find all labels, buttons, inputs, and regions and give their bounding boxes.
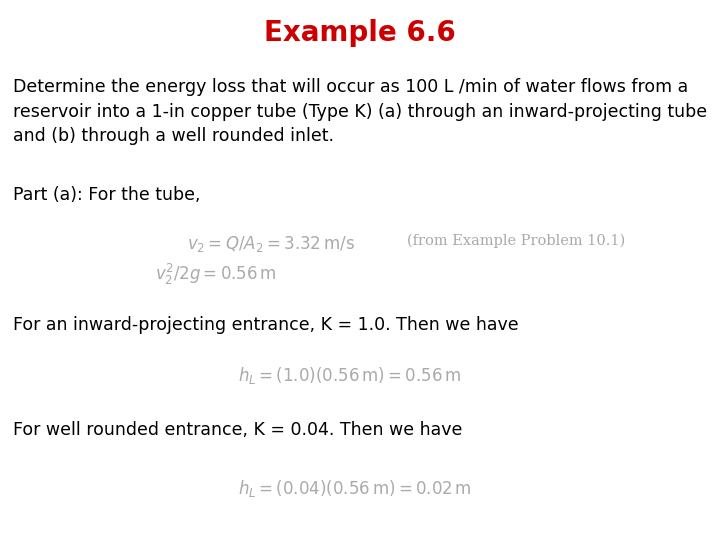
- Text: Determine the energy loss that will occur as 100 L /min of water flows from a
re: Determine the energy loss that will occu…: [13, 78, 707, 145]
- Text: Part (a): For the tube,: Part (a): For the tube,: [13, 186, 200, 204]
- Text: For well rounded entrance, K = 0.04. Then we have: For well rounded entrance, K = 0.04. The…: [13, 421, 462, 439]
- Text: $v_2^2/2g = 0.56\,\mathrm{m}$: $v_2^2/2g = 0.56\,\mathrm{m}$: [155, 262, 276, 287]
- Text: $v_2 = Q/A_2 = 3.32\,\mathrm{m/s}$: $v_2 = Q/A_2 = 3.32\,\mathrm{m/s}$: [187, 234, 355, 254]
- Text: For an inward-projecting entrance, K = 1.0. Then we have: For an inward-projecting entrance, K = 1…: [13, 316, 518, 334]
- Text: (from Example Problem 10.1): (from Example Problem 10.1): [407, 234, 625, 248]
- Text: Example 6.6: Example 6.6: [264, 19, 456, 47]
- Text: $h_L = (0.04)(0.56\,\mathrm{m}) = 0.02\,\mathrm{m}$: $h_L = (0.04)(0.56\,\mathrm{m}) = 0.02\,…: [238, 478, 472, 499]
- Text: $h_L = (1.0)(0.56\,\mathrm{m}) = 0.56\,\mathrm{m}$: $h_L = (1.0)(0.56\,\mathrm{m}) = 0.56\,\…: [238, 364, 461, 386]
